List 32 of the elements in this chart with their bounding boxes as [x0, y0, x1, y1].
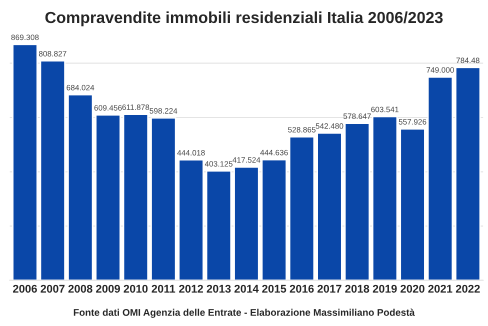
bar: [122, 114, 149, 280]
bar: [206, 170, 232, 280]
bar: [95, 114, 121, 280]
x-tick-label: 2019: [372, 284, 397, 293]
bar: [67, 94, 94, 280]
x-tick-label: 2022: [456, 284, 480, 293]
bar: [316, 132, 342, 280]
bar: [372, 116, 398, 280]
x-tick-label: 2010: [124, 284, 148, 293]
x-tick-label: 2016: [290, 284, 314, 293]
bar: [455, 66, 481, 280]
x-tick-label: 2008: [68, 284, 92, 293]
bar: [40, 60, 66, 280]
x-tick-label: 2012: [179, 284, 203, 293]
bar: [344, 122, 370, 280]
x-tick-label: 2013: [206, 284, 231, 293]
x-tick-label: 2014: [234, 284, 259, 293]
x-tick-label: 2018: [345, 284, 370, 293]
chart-title: Compravendite immobili residenziali Italia 2006/2023: [45, 11, 443, 26]
x-tick-label: 2020: [400, 284, 424, 293]
bar: [400, 128, 426, 280]
x-tick-label: 2009: [96, 284, 120, 293]
x-tick-label: 2011: [152, 284, 176, 293]
source-note: Fonte dati OMI Agenzia delle Entrate - Elaborazione Massimiliano Podestà: [74, 308, 415, 318]
x-tick-label: 2021: [428, 284, 452, 293]
bar: [288, 136, 315, 280]
x-tick-label: 2015: [262, 284, 286, 293]
x-tick-label: 2017: [318, 284, 342, 293]
x-tick-label: 2007: [40, 284, 65, 293]
bar: [427, 76, 454, 280]
bar: [12, 44, 38, 280]
x-tick-label: 2006: [13, 284, 37, 293]
